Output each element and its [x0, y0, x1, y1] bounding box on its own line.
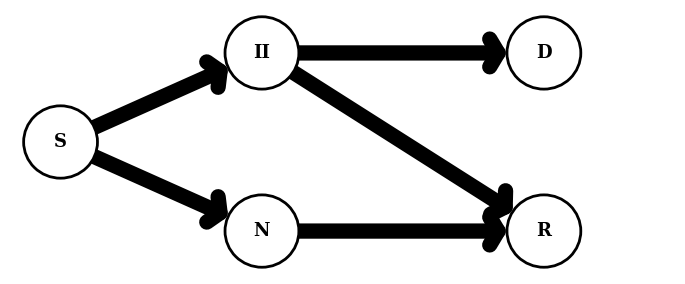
- Ellipse shape: [225, 195, 299, 267]
- Ellipse shape: [507, 17, 581, 89]
- Text: II: II: [253, 44, 271, 62]
- Text: R: R: [536, 222, 551, 240]
- Ellipse shape: [24, 106, 97, 178]
- Ellipse shape: [507, 195, 581, 267]
- Text: N: N: [253, 222, 270, 240]
- Ellipse shape: [225, 17, 299, 89]
- Text: S: S: [54, 133, 67, 151]
- Text: D: D: [536, 44, 551, 62]
